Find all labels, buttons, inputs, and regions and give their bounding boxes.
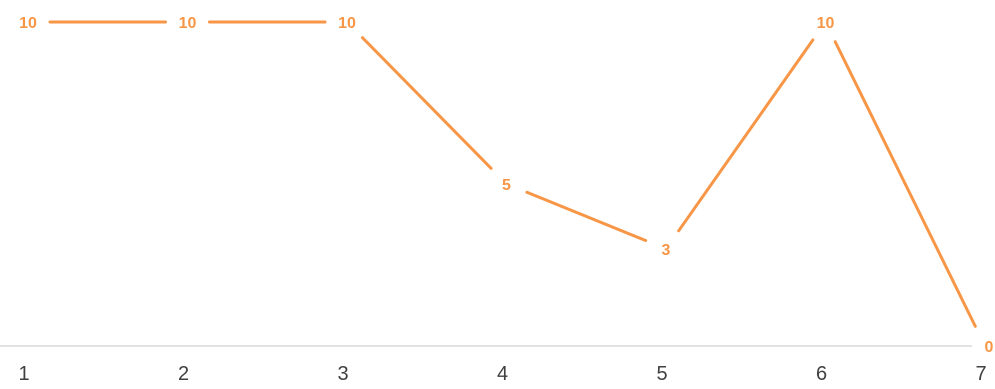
x-tick-label-4: 4 xyxy=(497,363,508,385)
series-layer xyxy=(48,20,977,328)
series-segment-3 xyxy=(360,36,493,170)
data-label-4: 5 xyxy=(502,177,511,194)
x-tick-label-1: 1 xyxy=(18,363,29,385)
x-tick-label-3: 3 xyxy=(337,363,348,385)
x-tick-label-6: 6 xyxy=(816,363,827,385)
data-labels-layer: 10 10 10 5 3 10 0 xyxy=(19,15,993,356)
series-segment-4 xyxy=(525,190,648,243)
series-segment-5 xyxy=(677,38,815,233)
series-segment-6 xyxy=(833,40,977,328)
x-tick-label-7: 7 xyxy=(975,363,986,385)
data-label-1: 10 xyxy=(19,15,37,32)
x-tick-label-2: 2 xyxy=(178,363,189,385)
data-label-2: 10 xyxy=(179,15,197,32)
data-label-3: 10 xyxy=(338,15,356,32)
data-label-5: 3 xyxy=(662,242,671,259)
x-tick-labels: 1 2 3 4 5 6 7 xyxy=(18,363,986,385)
x-tick-label-5: 5 xyxy=(656,363,667,385)
data-label-6: 10 xyxy=(817,15,835,32)
data-label-7: 0 xyxy=(985,339,994,356)
